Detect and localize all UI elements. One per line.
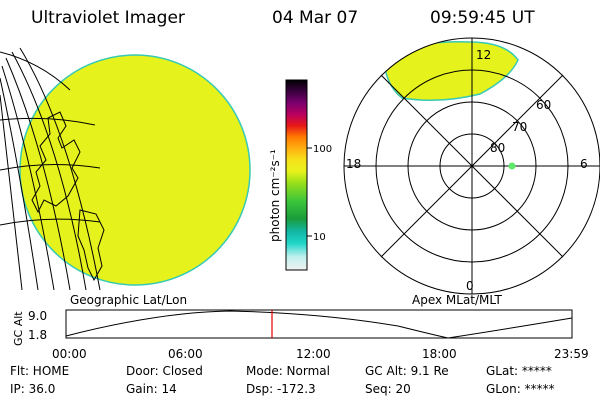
time-tick-label: 00:00	[52, 347, 87, 361]
colorbar-tick-label: 10	[313, 232, 326, 243]
time-tick-label: 12:00	[296, 347, 331, 361]
instrument-title: Ultraviolet Imager	[31, 8, 185, 28]
auroral-oval	[383, 41, 519, 101]
geo-latitude: GLat: *****	[486, 364, 552, 378]
altitude-ytick-label: 9.0	[28, 309, 47, 323]
altitude-ytick-label: 1.8	[28, 328, 47, 342]
mlt-label-18: 18	[346, 157, 361, 171]
colorbar	[285, 79, 308, 271]
dsp-value: Dsp: -172.3	[246, 382, 316, 396]
coastline-south	[77, 209, 105, 282]
lat-label-60: 60	[536, 98, 551, 112]
mlt-label-6: 6	[580, 157, 588, 171]
mlt-label-12: 12	[476, 48, 491, 62]
mlt-label-0: 0	[466, 279, 474, 293]
time-tick-label: 18:00	[422, 347, 457, 361]
coastline	[31, 111, 81, 214]
altitude-trace	[65, 310, 573, 339]
lat-label-80: 80	[490, 141, 505, 155]
altitude-frame	[65, 309, 573, 339]
altitude-strip-chart: GC Alt 9.0 1.8 00:00 06:00 12:00 18:00 2…	[12, 309, 589, 361]
colorbar-tick-label: 100	[313, 144, 332, 155]
colorbar-unit-label: photon cm⁻²s⁻¹	[268, 149, 282, 242]
time-label: 09:59:45 UT	[430, 8, 535, 28]
sequence-value: Seq: 20	[365, 382, 411, 396]
time-tick-label: 23:59	[554, 347, 589, 361]
polar-plot: 80 70 60 12 18 6 0	[343, 37, 600, 295]
gc-altitude: GC Alt: 9.1 Re	[365, 364, 449, 378]
right-panel-caption: Apex MLat/MLT	[412, 293, 502, 307]
lat-label-70: 70	[512, 120, 527, 134]
gain-value: Gain: 14	[126, 382, 177, 396]
ip-value: IP: 36.0	[10, 382, 56, 396]
lat-lon-grid	[0, 47, 101, 290]
flight-status: Flt: HOME	[10, 364, 70, 378]
door-status: Door: Closed	[126, 364, 203, 378]
date-label: 04 Mar 07	[272, 8, 359, 28]
altitude-ylabel: GC Alt	[12, 311, 25, 346]
time-tick-label: 06:00	[168, 347, 203, 361]
left-panel-caption: Geographic Lat/Lon	[70, 293, 187, 307]
geographic-image	[0, 47, 251, 290]
polar-diagonal	[380, 74, 564, 258]
position-marker	[508, 162, 516, 170]
mode-status: Mode: Normal	[246, 364, 330, 378]
uv-image-disk	[19, 54, 251, 286]
geo-longitude: GLon: *****	[486, 382, 555, 396]
